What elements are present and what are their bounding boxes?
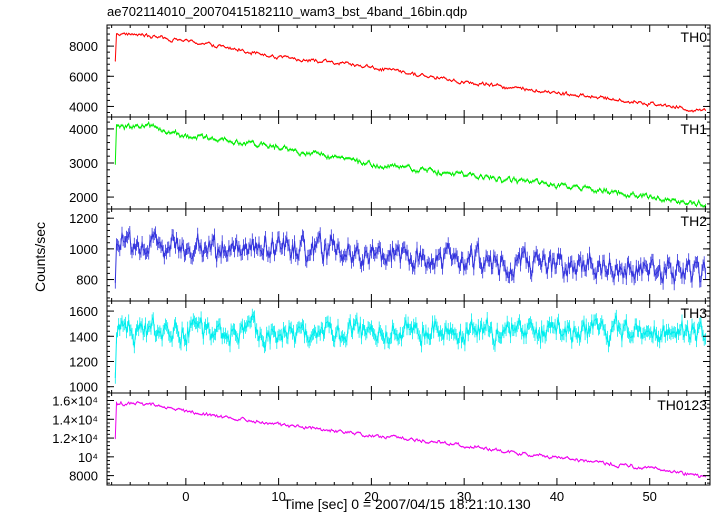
panel-label: TH0123	[657, 397, 707, 413]
y-tick-label: 1400	[69, 329, 98, 344]
series-th1	[114, 121, 706, 208]
series-th2	[114, 226, 706, 291]
panel-label: TH2	[681, 213, 708, 229]
panel-th2: 800 1000 1200 TH2	[69, 208, 711, 302]
series-line	[114, 32, 706, 113]
y-tick-label: 2000	[69, 190, 98, 205]
y-tick-label: 3000	[69, 156, 98, 171]
panel-label: TH1	[681, 121, 708, 137]
y-tick-label: 6000	[69, 69, 98, 84]
panels-group: 4000 6000 8000 TH0 2000 3000 4000 TH1 800 1000 120…	[52, 24, 711, 504]
series-th3	[114, 308, 706, 384]
error-bars	[114, 121, 706, 208]
y-tick-label: 1.4×10⁴	[52, 412, 98, 427]
series-th0	[114, 32, 706, 113]
panel-frame	[106, 300, 711, 394]
panel-th0123: 8000 10⁴ 1.2×10⁴ 1.4×10⁴ 1.6×10⁴ TH0123	[52, 392, 711, 486]
y-tick-label: 4000	[69, 122, 98, 137]
chart-title: ae702114010_20070415182110_wam3_bst_4ban…	[107, 4, 467, 19]
series-line	[114, 229, 706, 285]
x-tick-label: 30	[457, 489, 471, 504]
panel-th3: 1000 1200 1400 1600 TH3	[69, 300, 711, 395]
y-tick-label: 1200	[69, 211, 98, 226]
panel-th1: 2000 3000 4000 TH1	[69, 116, 711, 210]
panel-label: TH3	[681, 305, 708, 321]
y-tick-label: 10⁴	[78, 450, 98, 465]
panel-label: TH0	[681, 29, 708, 45]
y-tick-label: 4000	[69, 99, 98, 114]
x-tick-label: 40	[550, 489, 564, 504]
y-axis-label: Counts/sec	[32, 222, 48, 292]
series-th0123	[114, 400, 706, 478]
y-tick-label: 800	[76, 273, 98, 288]
y-tick-label: 1000	[69, 380, 98, 395]
y-tick-label: 1000	[69, 242, 98, 257]
y-tick-label: 8000	[69, 469, 98, 484]
y-tick-label: 1.6×10⁴	[52, 394, 98, 409]
x-tick-label: 10	[271, 489, 285, 504]
panel-frame	[106, 116, 711, 210]
series-line	[114, 400, 706, 478]
y-tick-label: 1200	[69, 354, 98, 369]
y-tick-label: 1.2×10⁴	[52, 431, 98, 446]
x-tick-label: 20	[364, 489, 378, 504]
error-bars	[114, 401, 706, 478]
series-line	[114, 121, 706, 208]
x-tick-label: 50	[642, 489, 656, 504]
x-axis-label: Time [sec] 0 = 2007/04/15 18:21:10.130	[283, 496, 531, 512]
panel-frame	[106, 392, 711, 486]
y-tick-label: 1600	[69, 304, 98, 319]
y-tick-label: 8000	[69, 39, 98, 54]
x-tick-label: 0	[182, 489, 189, 504]
series-line	[114, 312, 706, 379]
panel-th0: 4000 6000 8000 TH0	[69, 24, 711, 118]
panel-frame	[106, 24, 711, 118]
